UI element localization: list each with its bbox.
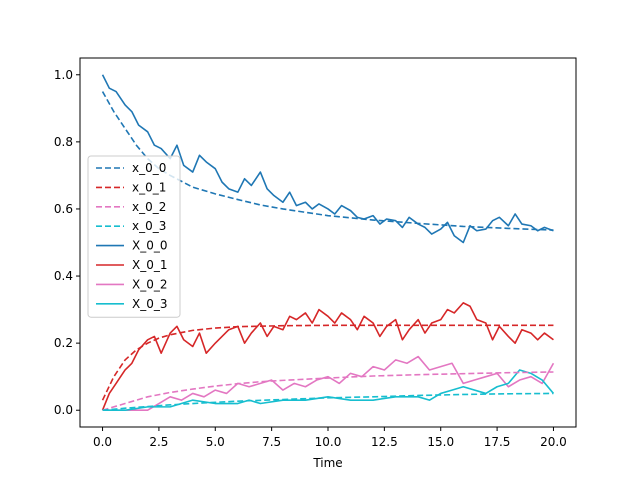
x-axis-title: Time (312, 456, 342, 470)
series-layer (101, 74, 555, 412)
legend-label: X_0_0 (132, 239, 168, 253)
legend-label: X_0_3 (132, 297, 168, 311)
y-tick-label: 0.2 (54, 336, 73, 350)
y-tick-label: 0.0 (54, 403, 73, 417)
y-axis: 0.0 0.2 0.4 0.6 0.8 1.0 (54, 68, 80, 417)
x-tick-label: 12.5 (371, 435, 398, 449)
series-line-x-0-2-dashed (102, 371, 554, 411)
y-tick-label: 0.4 (54, 269, 73, 283)
legend-label: x_0_3 (132, 219, 166, 233)
y-tick-label: 0.6 (54, 202, 73, 216)
legend-label: x_0_2 (132, 200, 166, 214)
legend-box (87, 155, 181, 318)
series-line-x-0-3-dashed (102, 392, 554, 412)
series-line-x-0-1-solid (101, 302, 554, 411)
series-line-x-0-1-dashed (101, 324, 554, 401)
x-tick-label: 7.5 (262, 435, 281, 449)
x-tick-label: 15.0 (427, 435, 454, 449)
x-axis: 0.0 2.5 5.0 7.5 10.0 12.5 15.0 17.5 20.0 (93, 427, 567, 449)
series-line-x-0-0-dashed (101, 91, 554, 231)
x-tick-label: 2.5 (149, 435, 168, 449)
series-line-x-0-3-solid (102, 369, 555, 412)
series-line-x-0-0-solid (101, 74, 554, 244)
x-tick-label: 10.0 (315, 435, 342, 449)
y-tick-label: 0.8 (54, 135, 73, 149)
x-tick-label: 0.0 (93, 435, 112, 449)
legend-label: x_0_1 (132, 180, 166, 194)
x-tick-label: 17.5 (484, 435, 511, 449)
legend-label: X_0_2 (132, 277, 168, 291)
y-tick-label: 1.0 (54, 68, 73, 82)
x-tick-label: 20.0 (540, 435, 567, 449)
legend-label: X_0_1 (132, 258, 168, 272)
legend-label: x_0_0 (132, 161, 166, 175)
legend: x_0_0 x_0_1 x_0_2 x_0_3 X_0_0 X_0_1 X_0_2 X_0_3 (87, 155, 181, 318)
series-line-x-0-2-solid (102, 355, 555, 412)
x-tick-label: 5.0 (206, 435, 225, 449)
